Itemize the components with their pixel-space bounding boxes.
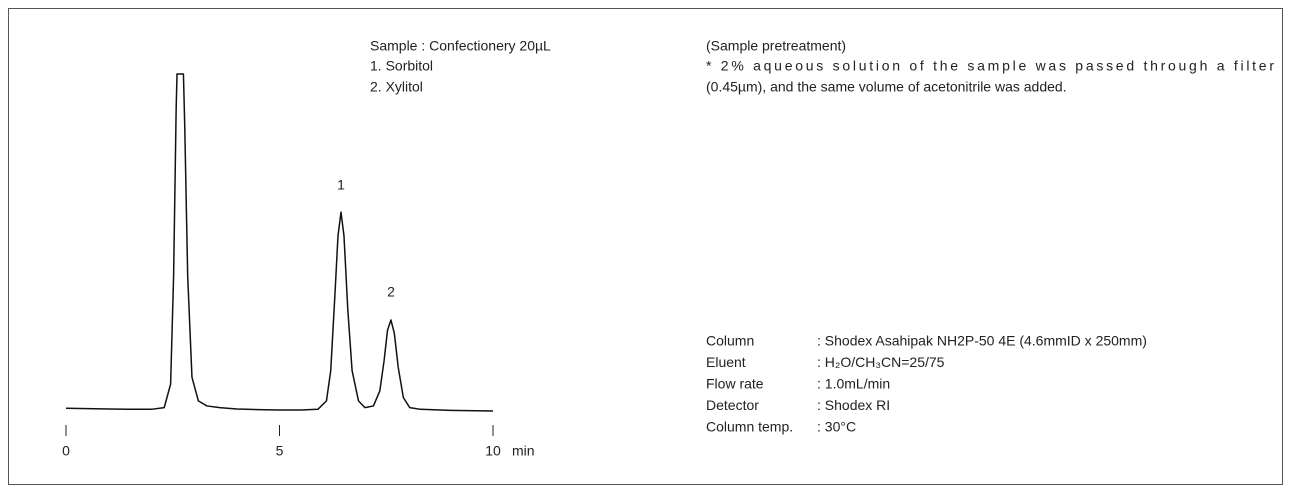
condition-value: : Shodex RI [817,397,890,413]
pretreatment-text: (Sample pretreatment) [706,38,846,54]
condition-label: Column [706,333,754,349]
pretreatment-text: (0.45µm), and the same volume of acetoni… [706,79,1067,95]
condition-label: Column temp. [706,419,793,435]
pretreatment-text: * 2% aqueous solution of the sample was … [706,58,1274,74]
condition-label: Flow rate [706,376,764,392]
condition-label: Eluent [706,354,746,370]
sample-text: 2. Xylitol [370,79,423,95]
trace [65,73,494,412]
condition-value: : Shodex Asahipak NH2P-50 4E (4.6mmID x … [817,333,1147,349]
peak-label: 1 [337,177,345,193]
x-tick-label: 5 [276,443,284,459]
condition-value: : H₂O/CH₃CN=25/75 [817,354,945,370]
frame [8,8,1283,485]
sample-text: Sample : Confectionery 20µL [370,38,551,54]
condition-value: : 1.0mL/min [817,376,890,392]
condition-value: : 30°C [817,419,856,435]
condition-label: Detector [706,397,759,413]
x-tick-label: 0 [62,443,70,459]
sample-text: 1. Sorbitol [370,58,433,74]
peak-label: 2 [387,284,395,300]
x-tick-label: 10 [485,443,501,459]
x-axis-label: min [512,443,535,459]
